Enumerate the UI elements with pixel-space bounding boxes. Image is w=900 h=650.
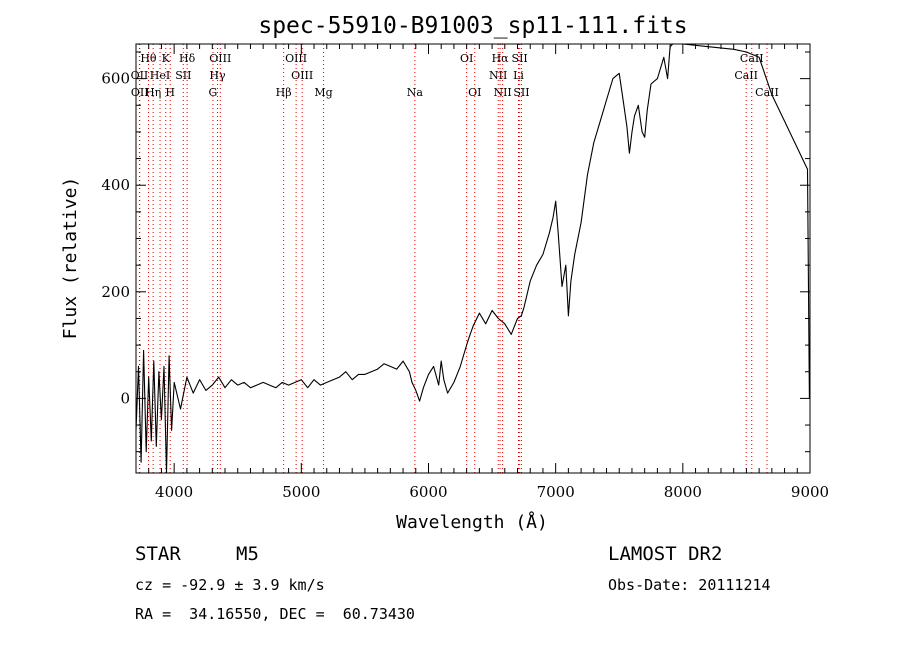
spectral-line-label: CaII [740, 52, 764, 65]
coordinates: RA = 34.16550, DEC = 60.73430 [135, 605, 415, 623]
spectral-line-label: OIII [285, 52, 307, 65]
object-class: STAR [135, 543, 181, 565]
spectral-line-label: OII [131, 69, 149, 82]
y-axis-title: Flux (relative) [60, 177, 81, 340]
spectral-line-markers [138, 44, 768, 473]
spectral-line-label: HeI [150, 69, 170, 82]
spectral-line-label: CaII [755, 86, 779, 99]
y-tick-label: 600 [101, 70, 130, 88]
x-tick-label: 7000 [537, 483, 575, 501]
spectral-line-label: K [162, 52, 171, 65]
survey-name: LAMOST DR2 [608, 543, 723, 565]
spectrum-series-line [135, 43, 810, 474]
spectral-line-label: OII [131, 86, 149, 99]
x-tick-label: 8000 [664, 483, 702, 501]
spectral-line-label: Hγ [209, 69, 226, 82]
spectral-line-label: OI [460, 52, 473, 65]
spectral-line-label: H [165, 86, 175, 99]
x-tick-label: 6000 [409, 483, 447, 501]
plot-frame [135, 43, 811, 474]
observation-date: Obs-Date: 20111214 [608, 576, 771, 594]
object-subclass: M5 [236, 543, 259, 565]
spectral-line-label: NII [489, 69, 507, 82]
spectral-line-label: Na [407, 86, 424, 99]
redshift-info: cz = -92.9 ± 3.9 km/s [135, 576, 325, 594]
spectral-line-label: SII [513, 86, 529, 99]
spectral-line-label: Li [513, 69, 524, 82]
x-tick-label: 9000 [791, 483, 829, 501]
spectral-line-label: SII [512, 52, 528, 65]
y-tick-label: 400 [101, 176, 130, 194]
spectral-line-label: Mg [314, 86, 332, 99]
spectral-line-label: SII [175, 69, 191, 82]
spectral-line-label: Hα [492, 52, 510, 65]
spectrum-chart: spec-55910-B91003_sp11-111.fits Waveleng… [60, 13, 829, 533]
spectral-line-label: OIII [291, 69, 313, 82]
x-tick-label: 4000 [155, 483, 193, 501]
y-tick-label: 0 [120, 389, 130, 407]
spectral-line-label: Hβ [276, 86, 292, 99]
y-axis-ticks: 0 200 400 600 [101, 51, 810, 453]
spectral-line-label: NII [493, 86, 511, 99]
spectral-line-label: Hδ [179, 52, 196, 65]
spectral-line-label: OI [468, 86, 481, 99]
x-axis-ticks: 4000 5000 6000 7000 8000 9000 [148, 44, 829, 501]
x-axis-title: Wavelength (Å) [396, 511, 548, 533]
spectral-line-label: CaII [734, 69, 758, 82]
chart-title: spec-55910-B91003_sp11-111.fits [258, 13, 687, 39]
spectral-line-label: G [209, 86, 218, 99]
y-tick-label: 200 [101, 283, 130, 301]
spectral-line-label: Hθ [140, 52, 157, 65]
spectral-line-label: OIII [209, 52, 231, 65]
x-tick-label: 5000 [282, 483, 320, 501]
spectral-line-label: Hη [145, 86, 161, 99]
